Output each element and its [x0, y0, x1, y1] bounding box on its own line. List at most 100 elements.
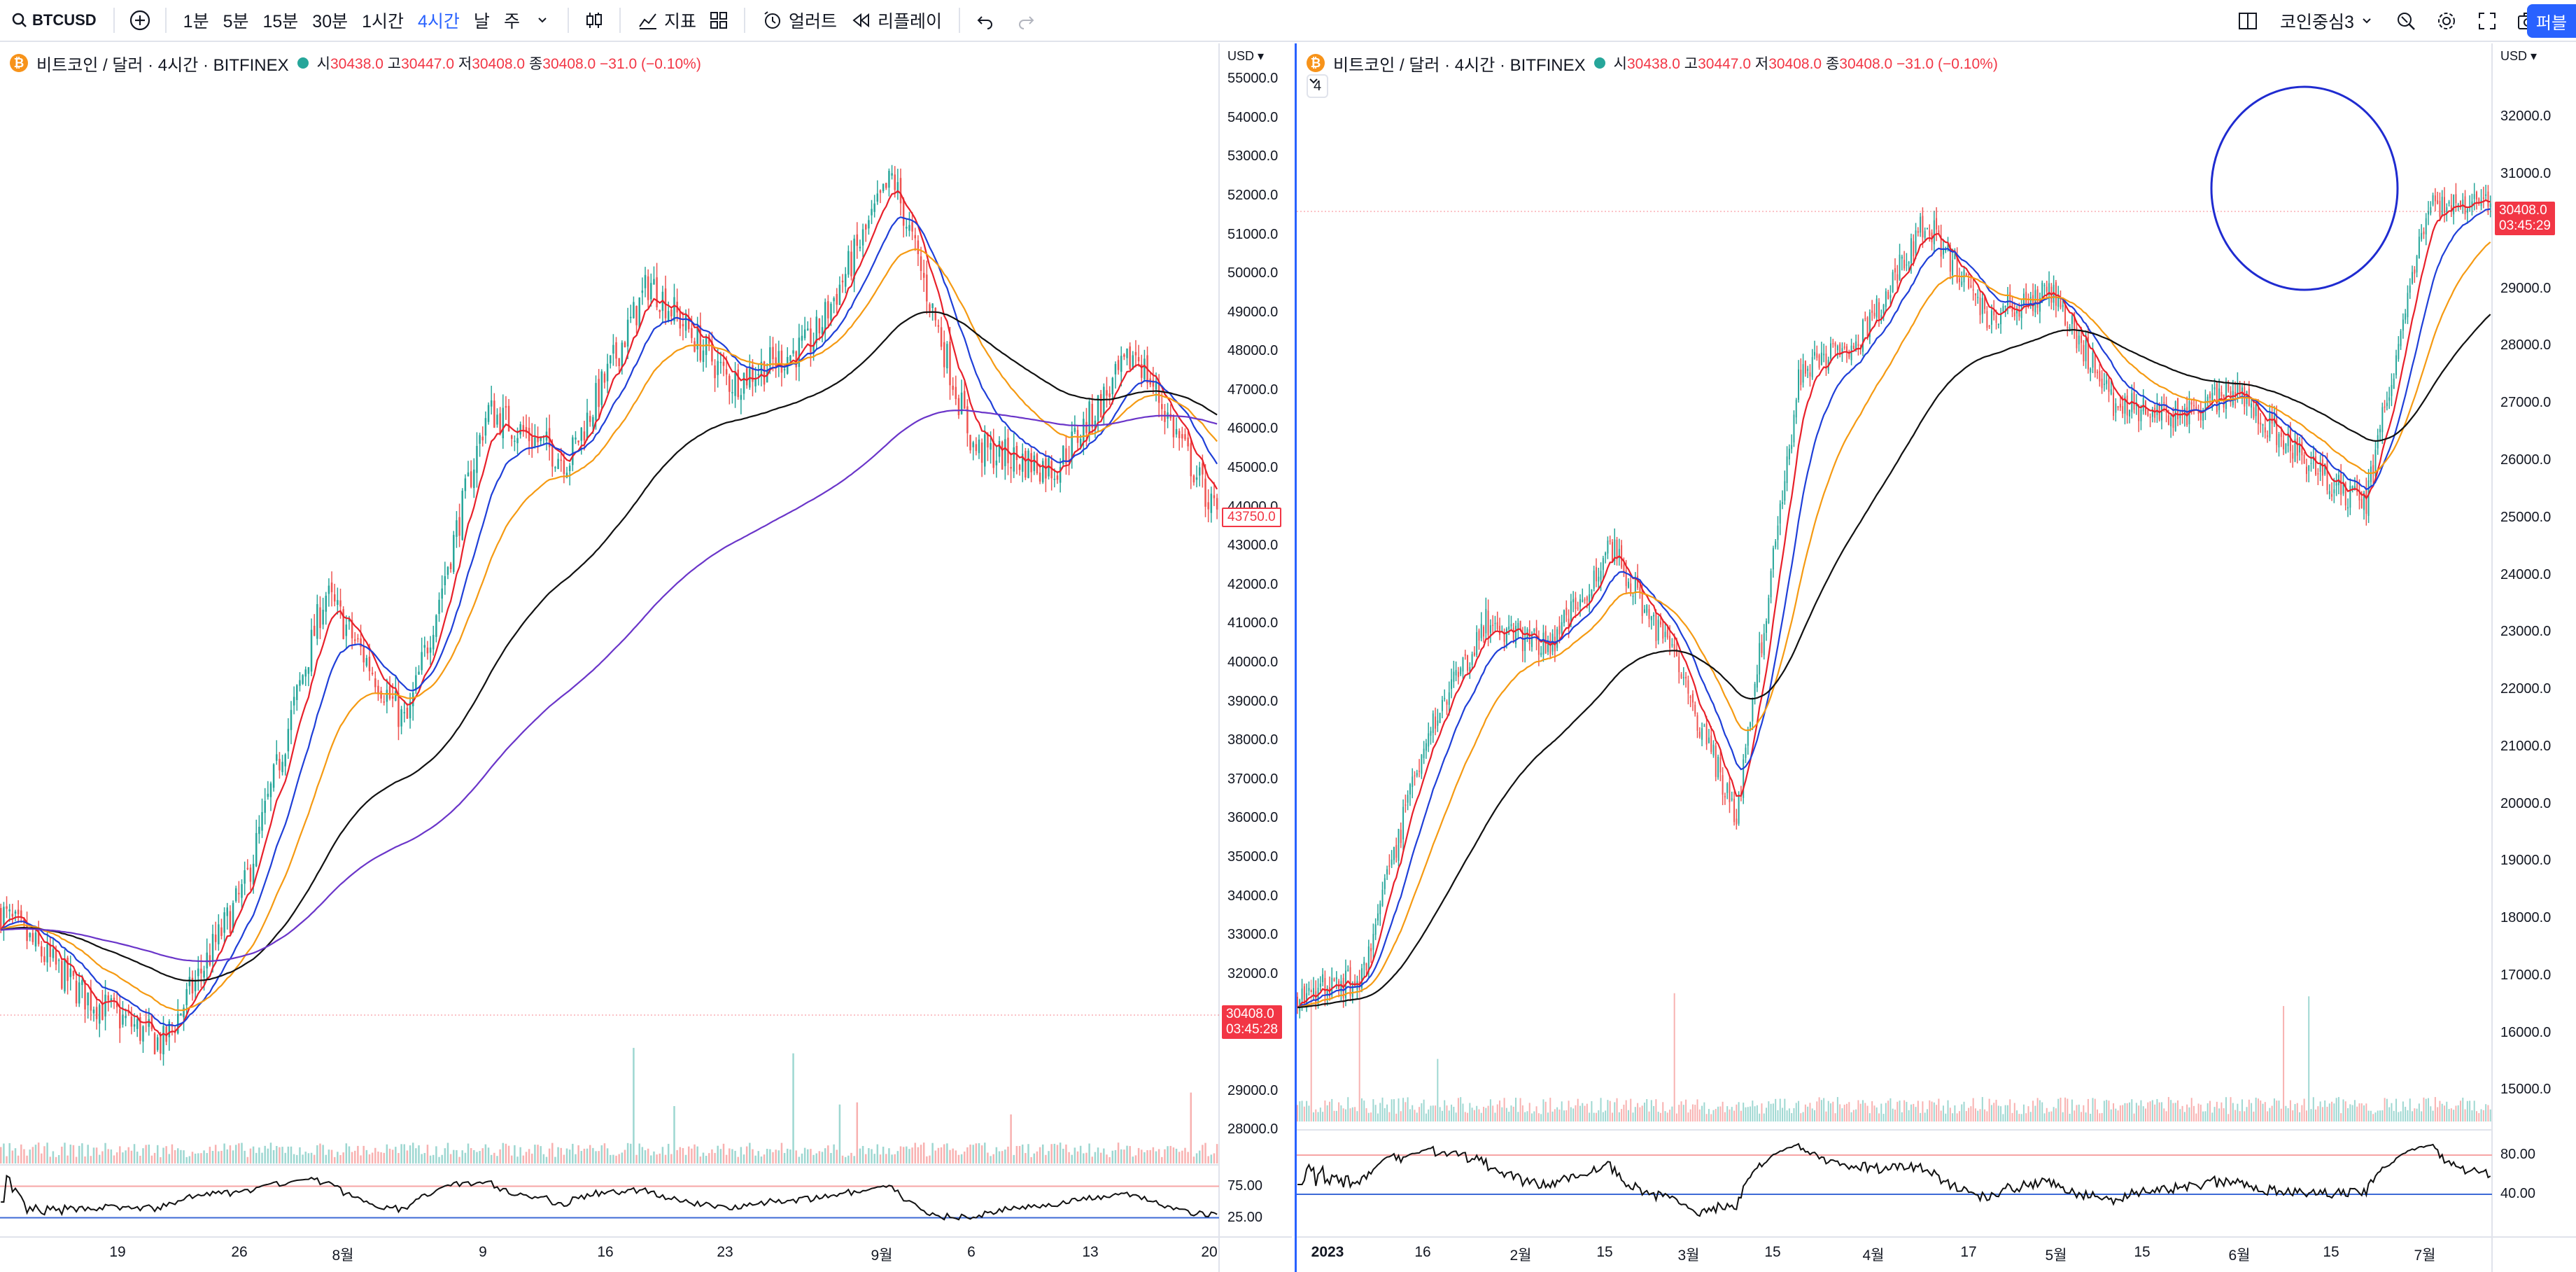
volume-bar: [1926, 1109, 1928, 1121]
volume-bar: [174, 1149, 176, 1163]
interval-30m[interactable]: 30분: [312, 12, 349, 32]
candle-body: [1809, 372, 1811, 377]
volume-bar: [2181, 1105, 2183, 1121]
candle-body: [630, 316, 632, 319]
publish-button[interactable]: 퍼블: [2527, 4, 2576, 38]
interval-1d[interactable]: 날: [473, 12, 490, 32]
volume-bar: [377, 1151, 379, 1163]
interval-5m[interactable]: 5분: [223, 12, 249, 32]
change-value: −31.0 (−0.10%): [1896, 56, 1998, 72]
settings-button[interactable]: [2431, 6, 2462, 36]
layout-button[interactable]: [2232, 6, 2263, 36]
candle-body: [1899, 254, 1901, 280]
candle-body: [1521, 632, 1523, 652]
high-value: 30447.0: [1698, 56, 1752, 72]
volume-bar: [885, 1154, 887, 1163]
volume-bar: [2416, 1108, 2418, 1121]
candle-body: [61, 960, 63, 989]
interval-1m[interactable]: 1분: [183, 12, 209, 32]
candle-body: [1143, 358, 1146, 379]
volume-bar: [2466, 1100, 2468, 1121]
candle-body: [310, 629, 313, 672]
redo-button[interactable]: [1011, 5, 1041, 36]
left-chart-pane[interactable]: ₿ 비트코인 / 달러 · 4시간 · BITFINEX 시30438.0 고3…: [0, 43, 1292, 1272]
candle-body: [734, 372, 736, 396]
volume-bar: [1759, 1113, 1761, 1121]
volume-bar: [589, 1145, 591, 1163]
candle-body: [2138, 405, 2140, 421]
volume-bar: [1377, 1113, 1379, 1121]
volume-bar: [1317, 1112, 1319, 1121]
layout-name-dropdown[interactable]: 코인중심3: [2273, 6, 2381, 36]
indicators-collapse-button[interactable]: 4: [1307, 74, 1329, 98]
indicators-button[interactable]: 지표: [631, 5, 703, 36]
volume-bar: [1917, 1100, 1919, 1121]
candle-body: [1335, 977, 1337, 979]
candle-body: [1669, 636, 1671, 649]
right-symbol-title[interactable]: 비트코인 / 달러 · 4시간 · BITFINEX: [1333, 55, 1586, 75]
fullscreen-button[interactable]: [2472, 6, 2503, 36]
volume-bar: [153, 1152, 156, 1163]
currency-label[interactable]: USD ▾: [2500, 49, 2538, 63]
quick-search-button[interactable]: [2391, 6, 2421, 36]
interval-1h[interactable]: 1시간: [362, 12, 404, 32]
volume-bar: [987, 1152, 989, 1163]
candle-body: [293, 697, 295, 706]
volume-bar: [667, 1143, 670, 1163]
candle-body: [1802, 364, 1804, 383]
replay-button[interactable]: 리플레이: [844, 5, 949, 36]
left-symbol-title[interactable]: 비트코인 / 달러 · 4시간 · BITFINEX: [36, 55, 289, 75]
volume-bar: [1146, 1150, 1148, 1163]
right-chart-canvas[interactable]: [1297, 43, 2576, 1272]
candle-body: [1515, 625, 1517, 644]
candle-body: [2398, 344, 2400, 359]
volume-bar: [2405, 1107, 2407, 1121]
time-axis-label: 6: [967, 1244, 976, 1260]
candle-body: [1308, 988, 1310, 991]
volume-bar: [2170, 1100, 2172, 1121]
volume-bar: [861, 1145, 864, 1163]
interval-dropdown[interactable]: [527, 5, 558, 36]
candle-body: [380, 690, 382, 699]
volume-bar: [2117, 1110, 2119, 1121]
candle-body: [1018, 464, 1021, 470]
templates-button[interactable]: [703, 5, 734, 36]
left-chart-canvas[interactable]: [0, 43, 1292, 1272]
volume-bar: [464, 1152, 467, 1163]
volume-bar: [2163, 1108, 2165, 1121]
candle-body: [1848, 353, 1850, 358]
candle-body: [461, 491, 463, 540]
volume-bar: [1750, 1106, 1752, 1121]
volume-bar: [1968, 1107, 1970, 1121]
candle-body: [397, 692, 400, 727]
volume-bar: [211, 1150, 214, 1163]
interval-1w[interactable]: 주: [503, 12, 520, 32]
volume-bar: [2094, 1098, 2096, 1121]
candle-body: [1195, 477, 1198, 480]
volume-bar: [1416, 1112, 1418, 1121]
candle-body: [1731, 798, 1733, 800]
candle-body: [2351, 486, 2353, 489]
volume-bar: [281, 1147, 283, 1163]
volume-bar: [902, 1147, 905, 1163]
alert-button[interactable]: 얼러트: [755, 5, 844, 36]
price-axis-label: 40000.0: [1227, 655, 1279, 671]
candle-body: [2478, 198, 2480, 204]
volume-bar: [1772, 1103, 1774, 1121]
right-chart-pane[interactable]: ₿ 비트코인 / 달러 · 4시간 · BITFINEX 시30438.0 고3…: [1295, 43, 2576, 1272]
chart-type-button[interactable]: [579, 5, 610, 36]
volume-bar: [57, 1155, 60, 1163]
interval-15m[interactable]: 15분: [262, 12, 299, 32]
currency-label[interactable]: USD ▾: [1227, 49, 1265, 63]
volume-bar: [1687, 1112, 1689, 1121]
candle-body: [1572, 599, 1575, 603]
candle-body: [2013, 312, 2015, 316]
undo-button[interactable]: [970, 5, 1001, 36]
interval-4h[interactable]: 4시간: [418, 12, 460, 32]
volume-bar: [2195, 1113, 2197, 1121]
symbol-search-button[interactable]: BTCUSD: [4, 5, 104, 36]
volume-bar: [2099, 1113, 2101, 1121]
volume-bar: [2092, 1098, 2094, 1121]
compare-add-button[interactable]: [125, 5, 155, 36]
candle-body: [72, 970, 75, 976]
